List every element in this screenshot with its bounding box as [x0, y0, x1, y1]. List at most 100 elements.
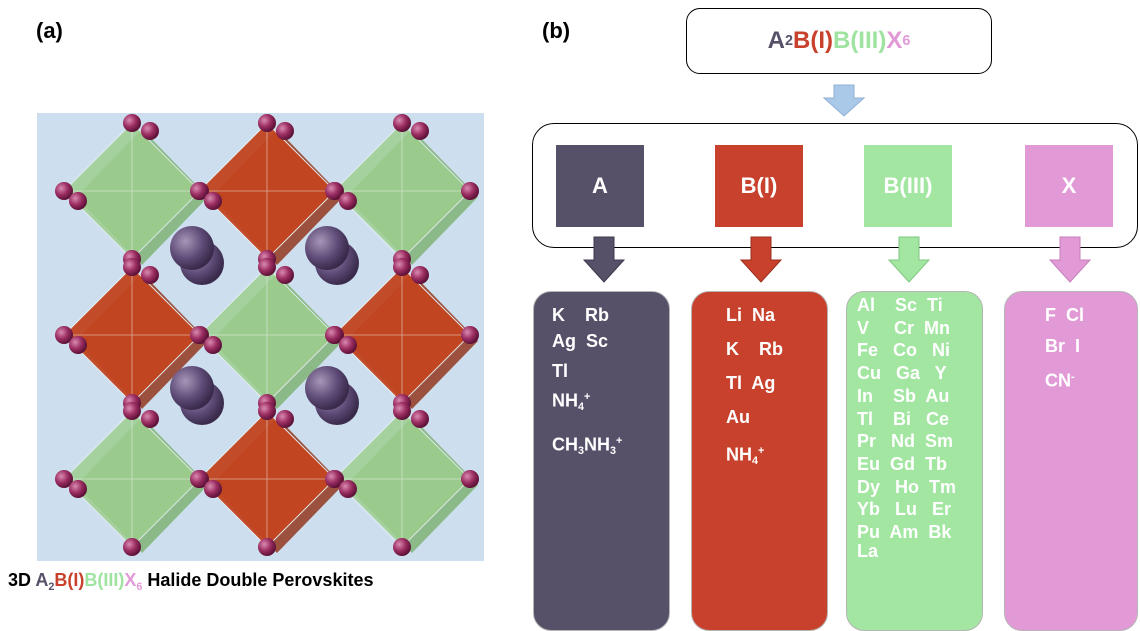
a-site-cation-sphere: [170, 226, 214, 270]
b3-elements-line: La: [857, 540, 879, 561]
octahedron-edge: [64, 411, 200, 547]
octahedron-edge: [334, 411, 470, 547]
x-elements-cn: CN-: [1045, 370, 1075, 391]
halide-anion-sphere: [461, 326, 479, 344]
halide-anion-sphere: [204, 480, 222, 498]
x-site-elements-card: F Cl Br I CN-: [1004, 291, 1138, 631]
perovskite-crystal-image: [37, 113, 484, 561]
halide-anion-sphere: [123, 258, 141, 276]
general-formula-box: A 2 B(I) B(III) X 6: [686, 8, 992, 74]
x-elements-line-1: F Cl: [1045, 305, 1084, 325]
b1-elements-line-4: Au: [726, 407, 750, 427]
halide-anion-sphere: [339, 336, 357, 354]
a-site-cation-sphere: [170, 366, 214, 410]
halide-anion-sphere: [123, 114, 141, 132]
structure-caption: 3D A2B(I)B(III)X6 Halide Double Perovski…: [8, 570, 374, 593]
halide-anion-sphere: [411, 266, 429, 284]
halide-anion-sphere: [325, 326, 343, 344]
halide-anion-sphere: [69, 336, 87, 354]
halide-anion-sphere: [204, 336, 222, 354]
b3-elements-line: Pr Nd Sm: [857, 431, 954, 452]
arrow-a-icon: [582, 236, 626, 283]
halide-anion-sphere: [393, 258, 411, 276]
category-b1-box: B(I): [715, 145, 803, 227]
site-categories-box: [532, 123, 1138, 248]
b1-elements-line-2: K Rb: [726, 339, 783, 359]
halide-anion-sphere: [461, 182, 479, 200]
category-x-box: X: [1025, 145, 1113, 227]
halide-anion-sphere: [69, 480, 87, 498]
halide-anion-sphere: [55, 326, 73, 344]
halide-anion-sphere: [141, 266, 159, 284]
halide-anion-sphere: [190, 326, 208, 344]
halide-anion-sphere: [55, 182, 73, 200]
b3-elements-line: Cu Ga Y: [857, 363, 947, 384]
halide-anion-sphere: [339, 192, 357, 210]
b3-elements-line: Eu Gd Tb: [857, 453, 947, 474]
category-a-box: A: [556, 145, 644, 227]
b3-elements-line: Dy Ho Tm: [857, 476, 957, 497]
halide-anion-sphere: [190, 470, 208, 488]
octahedron-edge: [199, 411, 335, 547]
b1-elements-line-1: Li Na: [726, 305, 776, 325]
halide-anion-sphere: [55, 470, 73, 488]
a-site-cation-sphere: [305, 226, 349, 270]
crystal-structure-graphic: [55, 114, 479, 556]
halide-anion-sphere: [258, 402, 276, 420]
a-elements-line-3: Tl: [552, 361, 568, 381]
halide-anion-sphere: [258, 258, 276, 276]
halide-anion-sphere: [258, 114, 276, 132]
b1-site-elements-card: Li Na K Rb Tl Ag Au NH4+: [691, 291, 828, 631]
halide-anion-sphere: [123, 402, 141, 420]
octahedron-edge: [64, 123, 200, 259]
halide-anion-sphere: [393, 402, 411, 420]
b3-site-elements-card: Al Sc Ti V Cr Mn Fe Co Ni Cu Ga Y In Sb …: [846, 291, 983, 631]
halide-anion-sphere: [190, 182, 208, 200]
b3-elements-line: Al Sc Ti: [857, 295, 943, 315]
halide-anion-sphere: [461, 470, 479, 488]
halide-anion-sphere: [393, 114, 411, 132]
halide-anion-sphere: [325, 182, 343, 200]
x-elements-line-2: Br I: [1045, 336, 1081, 356]
panel-a-label: (a): [36, 18, 63, 43]
arrow-b3-icon: [887, 236, 931, 283]
halide-anion-sphere: [339, 480, 357, 498]
a-elements-nh4: NH4+: [552, 390, 591, 414]
b3-elements-line: Tl Bi Ce: [857, 408, 950, 429]
halide-anion-sphere: [276, 266, 294, 284]
halide-anion-sphere: [325, 470, 343, 488]
halide-anion-sphere: [123, 538, 141, 556]
octahedron-edge: [199, 123, 335, 259]
b3-elements-line: Fe Co Ni: [857, 340, 951, 361]
a-elements-line-1: K Rb: [552, 305, 609, 325]
octahedron-edge: [64, 267, 200, 403]
halide-anion-sphere: [411, 122, 429, 140]
a-site-elements-card: K Rb Ag Sc Tl NH4+ CH3NH3+: [533, 291, 670, 631]
halide-anion-sphere: [141, 122, 159, 140]
b1-elements-nh4: NH4+: [726, 444, 765, 468]
halide-anion-sphere: [276, 410, 294, 428]
b1-elements-line-3: Tl Ag: [726, 373, 776, 393]
a-elements-line-2: Ag Sc: [552, 331, 609, 351]
halide-anion-sphere: [69, 192, 87, 210]
octahedron-edge: [334, 123, 470, 259]
octahedron-edge: [199, 267, 335, 403]
halide-anion-sphere: [393, 538, 411, 556]
halide-anion-sphere: [276, 122, 294, 140]
halide-anion-sphere: [258, 538, 276, 556]
panel-b-label: (b): [542, 18, 571, 43]
a-site-cation-sphere: [305, 366, 349, 410]
b3-elements-line: Yb Lu Er: [857, 499, 952, 520]
down-arrow-icon: [822, 84, 866, 117]
arrow-b1-icon: [739, 236, 783, 283]
halide-anion-sphere: [411, 410, 429, 428]
category-b3-box: B(III): [864, 145, 952, 227]
b3-elements-line: Pu Am Bk: [857, 522, 952, 543]
halide-anion-sphere: [204, 192, 222, 210]
b3-elements-line: V Cr Mn: [857, 317, 951, 338]
octahedron-edge: [334, 267, 470, 403]
halide-anion-sphere: [141, 410, 159, 428]
b3-elements-line: In Sb Au: [857, 385, 950, 406]
arrow-x-icon: [1048, 236, 1092, 283]
a-elements-ch3nh3: CH3NH3+: [552, 434, 623, 458]
